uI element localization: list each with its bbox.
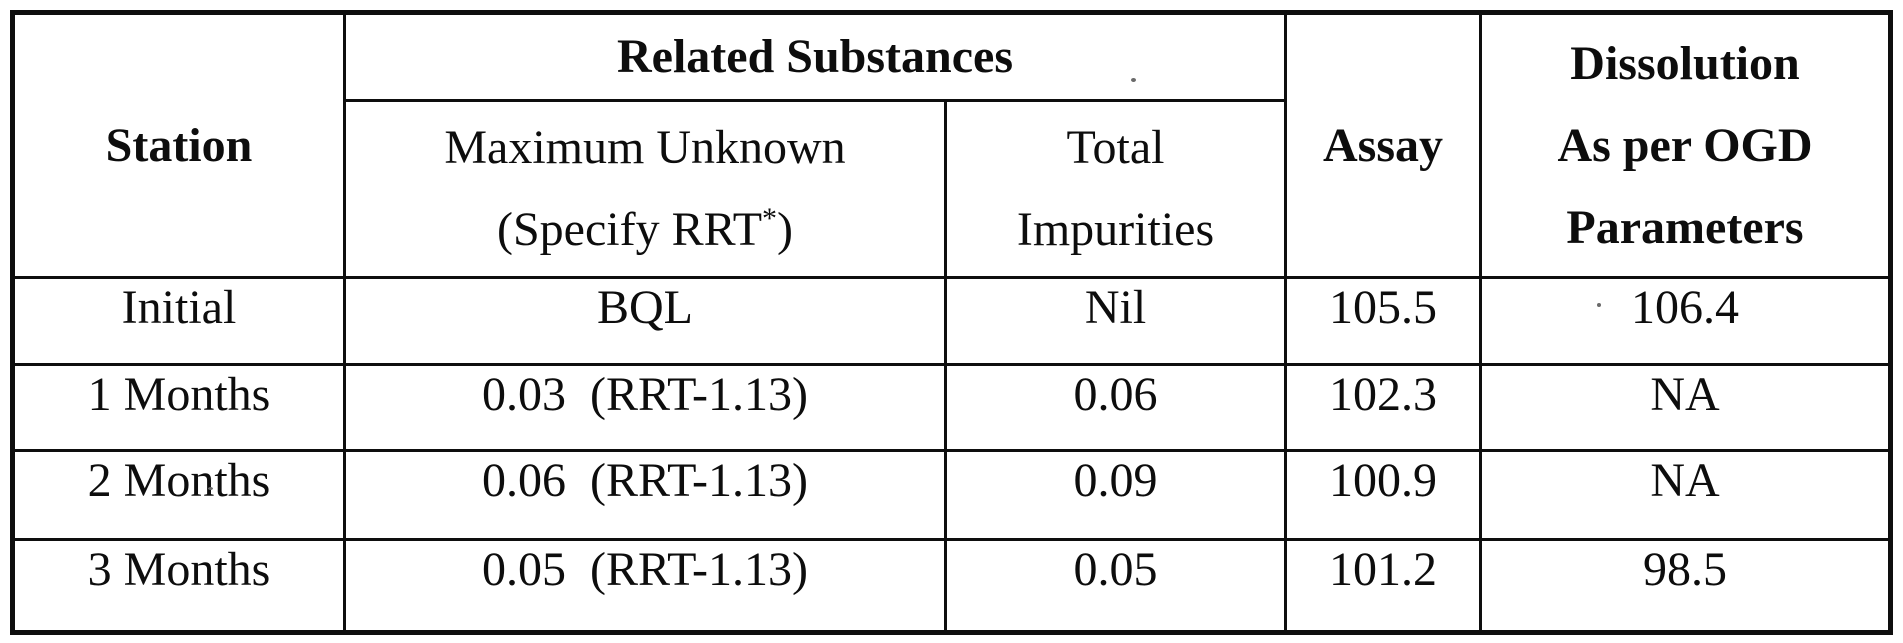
dissolution-cell: 98.5 [1479, 538, 1892, 634]
table-row: 1 Months 0.03 (RRT-1.13) 0.06 102.3 NA [11, 363, 1892, 452]
scan-speck [1131, 78, 1136, 82]
total-impurities-cell: Nil [944, 276, 1287, 366]
dissolution-header-line2: As per OGD [1557, 118, 1813, 172]
dissolution-header-line1: Dissolution [1570, 36, 1800, 90]
col-header-station: Station [11, 11, 346, 279]
total-impurities-cell: 0.09 [944, 449, 1287, 541]
total-impurities-cell: 0.06 [944, 363, 1287, 452]
station-cell: 1 Months [11, 363, 346, 452]
total-impurities-line2: Impurities [1016, 203, 1215, 256]
scan-speck [1597, 303, 1601, 307]
col-header-related-substances: Related Substances [343, 11, 1287, 102]
dissolution-cell: 106.4 [1479, 276, 1892, 366]
stability-data-table: Station Related Substances Assay Dissolu… [10, 10, 1893, 635]
assay-cell: 102.3 [1284, 363, 1482, 452]
rrt-asterisk: * [762, 202, 778, 235]
dissolution-cell: NA [1479, 449, 1892, 541]
station-cell: 2 Months [11, 449, 346, 541]
specify-rrt-suffix: ) [777, 203, 794, 256]
total-impurities-cell: 0.05 [944, 538, 1287, 634]
table-row: Initial BQL Nil 105.5 106.4 [11, 276, 1892, 366]
table-row: 3 Months 0.05 (RRT-1.13) 0.05 101.2 98.5 [11, 538, 1892, 634]
col-header-assay: Assay [1284, 11, 1482, 279]
maximum-unknown-line2: (Specify RRT*) [348, 189, 943, 271]
station-cell: 3 Months [11, 538, 346, 634]
col-header-total-impurities: Total Impurities [944, 99, 1287, 279]
col-header-dissolution: Dissolution As per OGD Parameters [1479, 11, 1892, 279]
table-row: 2 Months 0.06 (RRT-1.13) 0.09 100.9 NA [11, 449, 1892, 541]
max-unknown-cell: 0.05 (RRT-1.13) [343, 538, 947, 634]
max-unknown-cell: 0.06 (RRT-1.13) [343, 449, 947, 541]
max-unknown-cell: BQL [343, 276, 947, 366]
maximum-unknown-line1: Maximum Unknown [444, 121, 846, 174]
assay-cell: 101.2 [1284, 538, 1482, 634]
assay-cell: 100.9 [1284, 449, 1482, 541]
assay-cell: 105.5 [1284, 276, 1482, 366]
dissolution-header-line3: Parameters [1566, 200, 1804, 254]
scan-speck [208, 487, 213, 490]
specify-rrt-prefix: (Specify RRT [496, 203, 763, 256]
col-header-maximum-unknown: Maximum Unknown (Specify RRT*) [343, 99, 947, 279]
dissolution-cell: NA [1479, 363, 1892, 452]
total-impurities-line1: Total [1066, 121, 1165, 174]
header-row-sub: Maximum Unknown (Specify RRT*) Total Imp… [13, 99, 1891, 279]
header-row-top: Station Related Substances Assay Dissolu… [11, 11, 1892, 279]
station-cell: Initial [11, 276, 346, 366]
max-unknown-cell: 0.03 (RRT-1.13) [343, 363, 947, 452]
